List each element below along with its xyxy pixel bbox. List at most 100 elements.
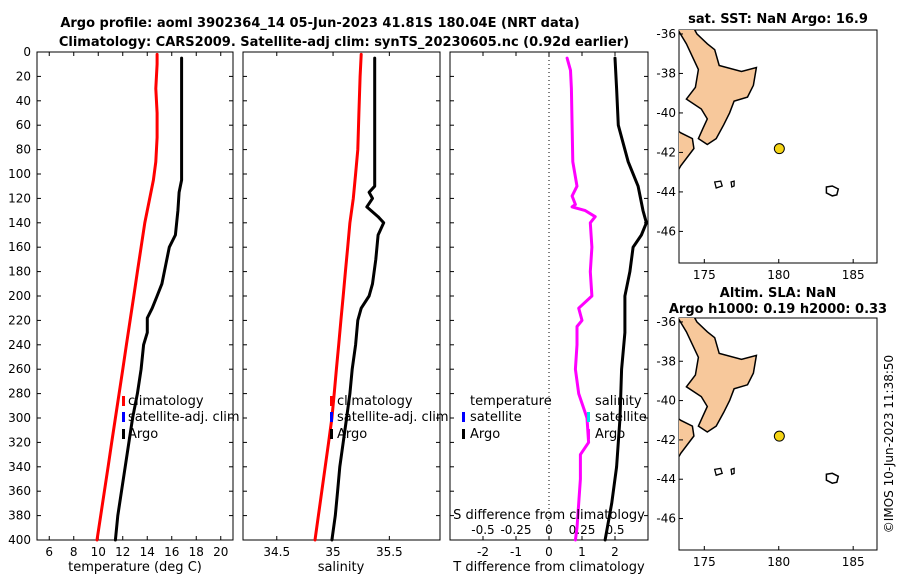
legend-argo-label: Argo xyxy=(337,427,367,442)
legend-s-argo-swatch xyxy=(587,429,590,439)
map-sla-title2: Argo h1000: 0.19 h2000: 0.33 xyxy=(669,302,887,317)
x-tick-label: 2 xyxy=(611,545,619,559)
figure-title-line2: Climatology: CARS2009. Satellite-adj cli… xyxy=(59,35,629,50)
x-tick-label: 35.5 xyxy=(376,545,403,559)
map-x-tick-label: 175 xyxy=(693,268,716,282)
legend-argo-swatch xyxy=(330,429,333,439)
difference-xlabel-top: S difference from climatology xyxy=(453,508,645,523)
x-tick-label: 16 xyxy=(164,545,179,559)
x-tick-top-label: 0 xyxy=(545,523,553,537)
temperature-panel: 0 20 40 60 80 100 120 140 160 180 200 220 240 260 280 3… xyxy=(8,45,240,575)
series-climatology xyxy=(313,52,363,542)
x-tick-top-label: 0.5 xyxy=(605,523,624,537)
salinity-lines xyxy=(313,52,386,542)
map-y-tick-label: -40 xyxy=(656,394,676,408)
y-tick-label: 340 xyxy=(8,460,31,474)
y-tick-label: 0 xyxy=(23,45,31,59)
salinity-panel: 34.5 35 35.5 climatology satellite-adj. cl… xyxy=(242,51,449,575)
y-tick-label: 400 xyxy=(8,533,31,547)
y-tick-label: 160 xyxy=(8,240,31,254)
legend-s-satellite-label: satellite xyxy=(595,410,647,425)
y-tick-label: 260 xyxy=(8,362,31,376)
map-sst-content: 175 180 185 -36 -38 -40 -42 -44 -46 xyxy=(656,27,864,282)
legend-salinity-heading: salinity xyxy=(595,394,642,409)
argo-float-marker xyxy=(773,430,785,442)
x-tick-label: 14 xyxy=(140,545,155,559)
north-island-shape xyxy=(679,30,758,146)
y-tick-label: 20 xyxy=(16,69,31,83)
legend-satellite-swatch xyxy=(330,412,333,422)
y-tick-label: 240 xyxy=(8,338,31,352)
x-tick-label: -2 xyxy=(477,545,489,559)
legend-satellite-label: satellite-adj. clim xyxy=(128,410,240,425)
difference-panel: -2 -1 0 1 2 -0.5 -0.25 0 0.25 0.5 temperature sat… xyxy=(449,51,649,575)
islet-shape xyxy=(730,467,735,476)
islet-shape xyxy=(730,180,735,188)
map-sla-content: 175 180 185 -36 -38 -40 -42 -44 -46 xyxy=(656,315,864,569)
legend-t-satellite-label: satellite xyxy=(470,410,522,425)
x-tick-label: 10 xyxy=(91,545,106,559)
y-tick-label: 360 xyxy=(8,484,31,498)
legend-climatology-swatch xyxy=(330,396,333,406)
x-tick-top-label: -0.25 xyxy=(500,523,531,537)
temperature-xlabel: temperature (deg C) xyxy=(68,560,202,575)
y-tick-label: 200 xyxy=(8,289,31,303)
x-tick-top-label: 0.25 xyxy=(569,523,596,537)
y-tick-label: 300 xyxy=(8,411,31,425)
map-x-tick-label: 180 xyxy=(767,268,790,282)
difference-ticks: -2 -1 0 1 2 -0.5 -0.25 0 0.25 0.5 xyxy=(450,51,648,559)
salinity-legend: climatology satellite-adj. clim Argo xyxy=(330,394,449,442)
map-y-tick-label: -46 xyxy=(656,224,676,238)
chatham-island-shape xyxy=(825,185,840,197)
south-island-shape xyxy=(679,130,695,171)
islet-shape xyxy=(713,180,724,189)
x-tick-label: -1 xyxy=(510,545,522,559)
legend-climatology-label: climatology xyxy=(337,394,413,409)
difference-xlabel: T difference from climatology xyxy=(452,560,645,575)
south-island-shape xyxy=(679,418,695,458)
map-y-tick-label: -36 xyxy=(656,315,676,329)
map-y-tick-label: -36 xyxy=(656,27,676,41)
x-tick-label: 1 xyxy=(578,545,586,559)
argo-float-marker xyxy=(773,143,785,155)
map-y-tick-label: -44 xyxy=(656,472,676,486)
map-y-tick-label: -42 xyxy=(656,433,676,447)
y-tick-label: 140 xyxy=(8,216,31,230)
map-y-tick-label: -46 xyxy=(656,512,676,526)
legend-t-argo-label: Argo xyxy=(470,427,500,442)
imos-timestamp: ©IMOS 10-Jun-2023 11:38:50 xyxy=(882,355,896,533)
figure-title-line1: Argo profile: aoml 3902364_14 05-Jun-202… xyxy=(60,16,579,31)
y-tick-label: 60 xyxy=(16,118,31,132)
salinity-ticks: 34.5 35 35.5 xyxy=(243,51,440,559)
chatham-island-shape xyxy=(825,472,840,484)
y-tick-label: 40 xyxy=(16,94,31,108)
map-x-tick-label: 180 xyxy=(767,555,790,569)
salinity-xlabel: salinity xyxy=(318,560,365,575)
temperature-legend: climatology satellite-adj. clim Argo xyxy=(122,394,240,442)
y-tick-label: 280 xyxy=(8,387,31,401)
legend-climatology-label: climatology xyxy=(128,394,204,409)
map-sla: Altim. SLA: NaN Argo h1000: 0.19 h2000: … xyxy=(656,286,887,569)
x-tick-label: 0 xyxy=(545,545,553,559)
map-y-tick-label: -44 xyxy=(656,185,676,199)
legend-argo-label: Argo xyxy=(128,427,158,442)
islet-shape xyxy=(713,467,724,477)
legend-argo-swatch xyxy=(122,429,125,439)
north-island-shape xyxy=(679,318,758,433)
map-y-tick-label: -38 xyxy=(656,66,676,80)
y-tick-label: 320 xyxy=(8,435,31,449)
legend-t-argo-swatch xyxy=(462,429,465,439)
x-tick-label: 6 xyxy=(45,545,53,559)
legend-satellite-swatch xyxy=(122,412,125,422)
y-tick-label: 380 xyxy=(8,509,31,523)
series-s-difference-argo- xyxy=(565,56,597,542)
series-argo xyxy=(113,56,184,542)
series-t-difference-argo- xyxy=(603,56,648,542)
salinity-axes-frame xyxy=(242,51,441,541)
x-tick-label: 18 xyxy=(189,545,204,559)
y-tick-label: 120 xyxy=(8,191,31,205)
map-sst: sat. SST: NaN Argo: 16.9 175 180 185 -36 -38… xyxy=(656,12,878,282)
difference-lines xyxy=(565,56,648,542)
legend-s-argo-label: Argo xyxy=(595,427,625,442)
